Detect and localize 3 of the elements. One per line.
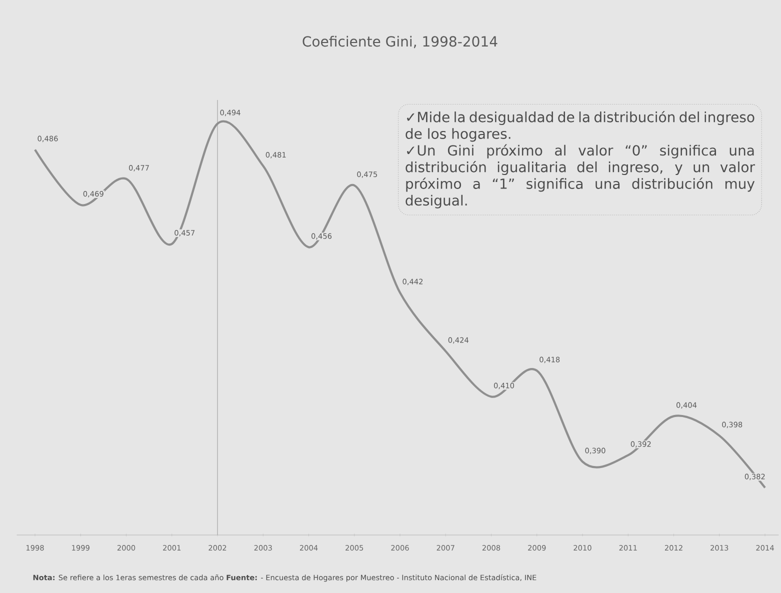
annotation: ✓Mide la desigualdad de la distribución del ingreso de los hogares. (406, 110, 754, 142)
annotation: ✓Un Gini próximo al valor “0” significa una distribución igualitaria del ingreso, y un valor próximo a “1” significa una distribución muy desigual. (406, 144, 756, 208)
chart-title: Coeficiente Gini, 1998-2014 (302, 36, 498, 48)
